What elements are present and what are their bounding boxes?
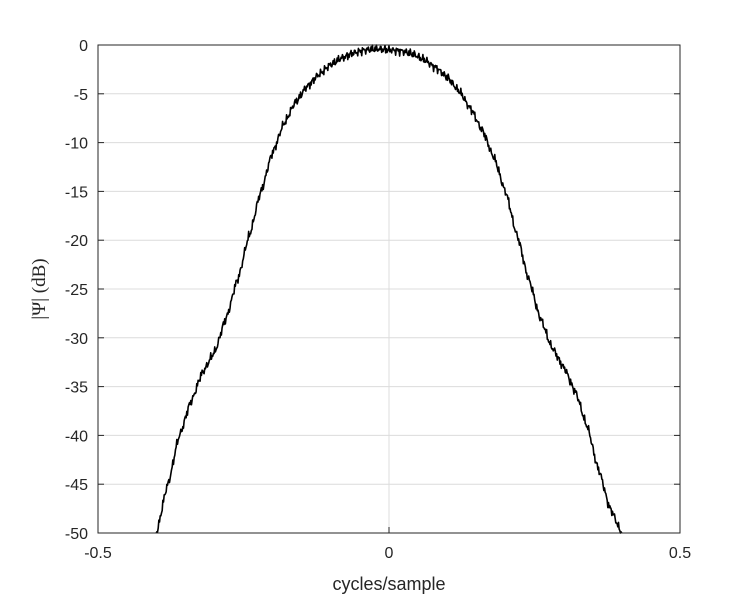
y-tick-label: -20 xyxy=(65,233,88,250)
y-tick-label: -10 xyxy=(65,136,88,153)
y-tick-labels: 0 -5 -10 -15 -20 -25 -30 -35 -40 -45 -50 xyxy=(65,38,680,543)
y-tick-label: -50 xyxy=(65,526,88,543)
x-tick-label: 0 xyxy=(385,545,394,562)
y-axis-label: |Ψ| (dB) xyxy=(29,258,50,319)
x-axis-label: cycles/sample xyxy=(332,574,445,594)
y-tick-label: -30 xyxy=(65,331,88,348)
y-tick-label: -5 xyxy=(74,87,88,104)
y-tick-label: -40 xyxy=(65,428,88,445)
y-tick-label: -25 xyxy=(65,282,88,299)
series-layer xyxy=(155,44,623,534)
x-tick-label: 0.5 xyxy=(669,545,691,562)
series-line xyxy=(155,44,623,534)
y-tick-label: -35 xyxy=(65,380,88,397)
y-tick-label: -15 xyxy=(65,184,88,201)
x-tick-label: -0.5 xyxy=(84,545,112,562)
plot-frame xyxy=(97,44,681,534)
y-tick-label: -45 xyxy=(65,477,88,494)
y-tick-label: 0 xyxy=(79,38,88,55)
